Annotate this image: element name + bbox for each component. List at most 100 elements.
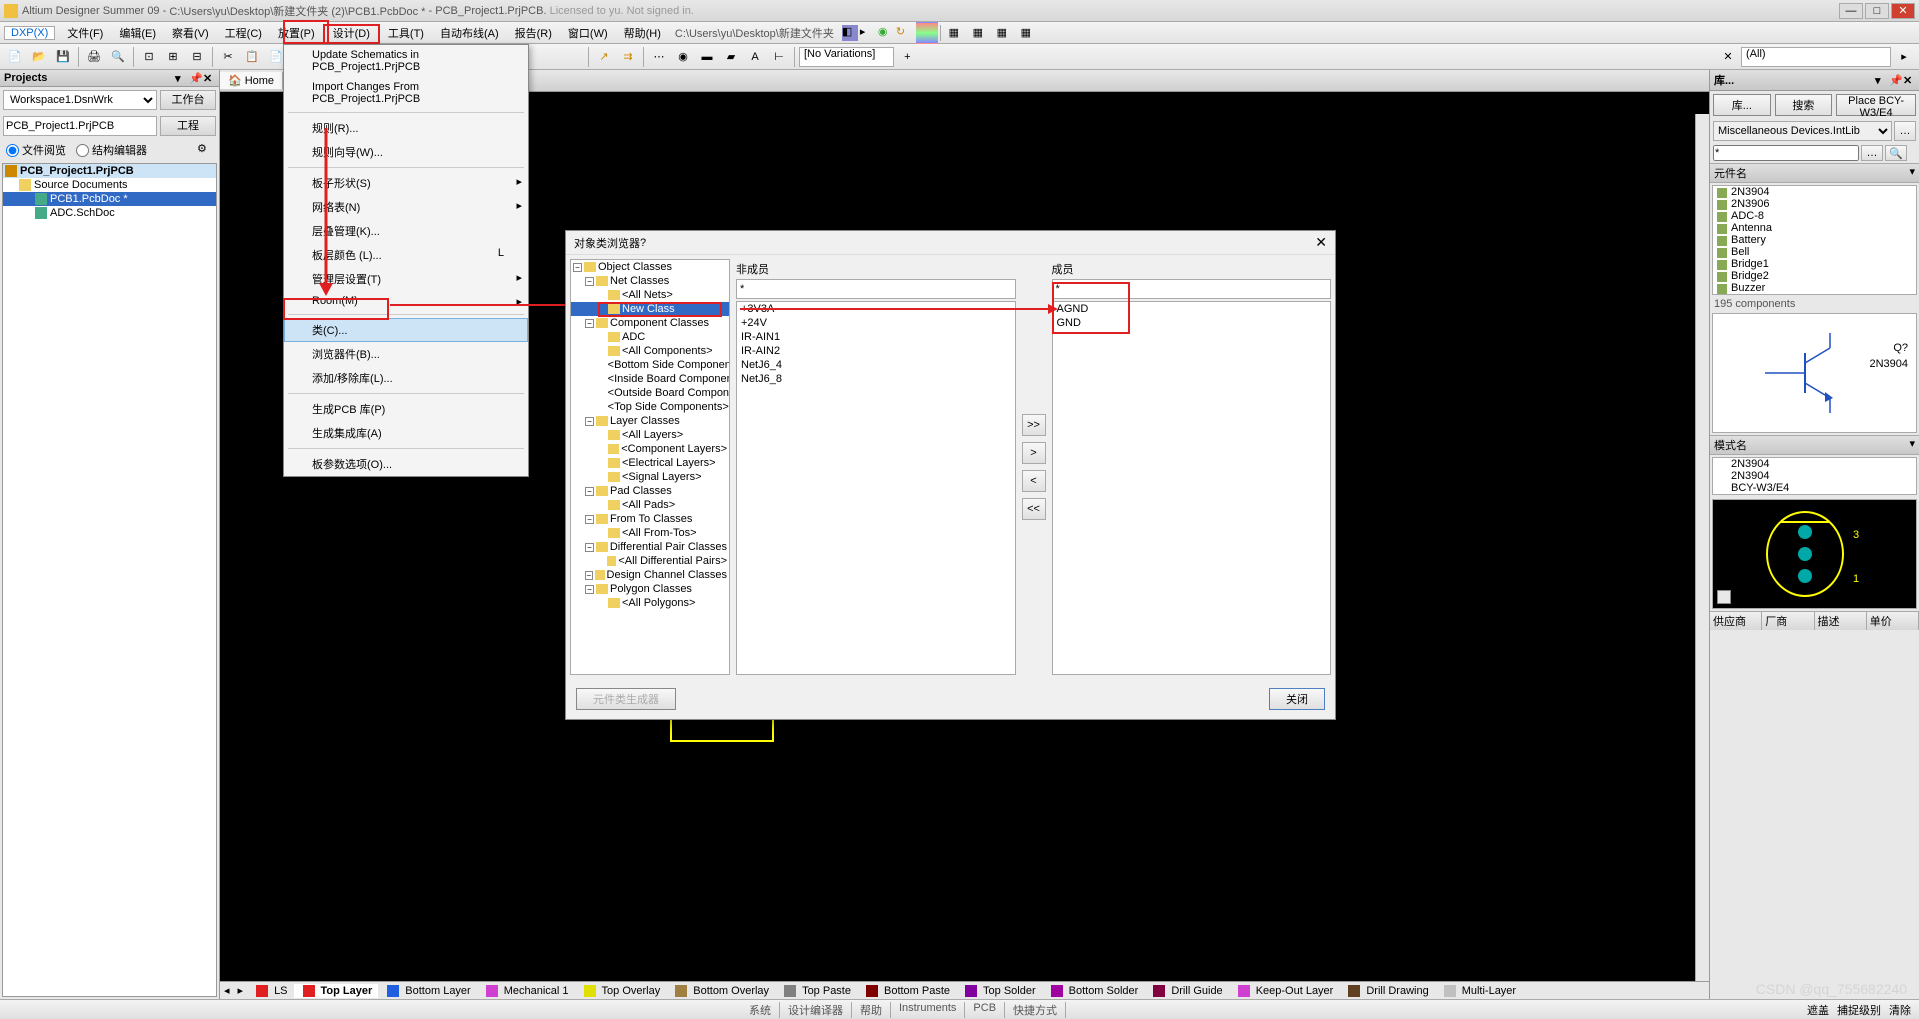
move-button[interactable]: < [1022, 470, 1046, 492]
list-item[interactable]: Buzzer [1713, 282, 1916, 294]
via-icon[interactable]: ◉ [672, 46, 694, 68]
tree-node[interactable]: −Polygon Classes [571, 582, 729, 596]
open-icon[interactable]: 📂 [28, 46, 50, 68]
tree-node[interactable]: −Component Classes [571, 316, 729, 330]
add-var-icon[interactable]: + [896, 46, 918, 68]
layer-tab[interactable]: LS [247, 984, 293, 998]
list-item[interactable]: 2N3904 [1713, 470, 1916, 482]
source-docs-folder[interactable]: Source Documents [34, 179, 128, 191]
design-menu-item[interactable]: 生成PCB 库(P) [284, 397, 528, 421]
list-item[interactable]: AGND [1053, 302, 1331, 316]
status-seg[interactable]: 系统 [741, 1002, 780, 1018]
tree-node[interactable]: +<Top Side Components> [571, 400, 729, 414]
menu-P[interactable]: 放置(P) [270, 26, 323, 42]
layer-tab[interactable]: Top Overlay [575, 984, 667, 998]
list-item[interactable]: Bridge2 [1713, 270, 1916, 282]
cut-icon[interactable]: ✂ [217, 46, 239, 68]
tree-node[interactable]: +<All Nets> [571, 288, 729, 302]
status-seg[interactable]: 快捷方式 [1005, 1002, 1066, 1018]
layer-tab[interactable]: Drill Drawing [1339, 984, 1434, 998]
dim-icon[interactable]: ⊢ [768, 46, 790, 68]
nonmembers-filter[interactable] [736, 279, 1016, 299]
list-item[interactable]: GND [1053, 316, 1331, 330]
layer-tab[interactable]: Bottom Overlay [666, 984, 775, 998]
lib-select[interactable]: Miscellaneous Devices.IntLib [1713, 121, 1892, 141]
status-seg[interactable]: 设计编译器 [780, 1002, 852, 1018]
menu-E[interactable]: 编辑(E) [111, 26, 164, 42]
list-item[interactable]: Bell [1713, 246, 1916, 258]
list-item[interactable]: 2N3904 [1713, 186, 1916, 198]
file-view-radio[interactable]: 文件阅览 [6, 142, 66, 158]
tree-node[interactable]: +ADC [571, 330, 729, 344]
gear-icon[interactable]: ⚙ [197, 142, 213, 158]
class-tree[interactable]: −Object Classes−Net Classes+<All Nets>+N… [570, 259, 730, 675]
layer-tab[interactable]: Bottom Solder [1042, 984, 1145, 998]
layer-tab[interactable]: Top Solder [956, 984, 1042, 998]
tree-node[interactable]: −From To Classes [571, 512, 729, 526]
pin2-icon[interactable]: 📌 [1889, 74, 1901, 86]
maximize-button[interactable]: □ [1865, 3, 1889, 19]
layer-tab[interactable]: Multi-Layer [1435, 984, 1522, 998]
list-item[interactable]: 2N3906 [1713, 198, 1916, 210]
list-item[interactable]: NetJ6_8 [737, 372, 1015, 386]
list-item[interactable]: BCY-W3/E4 [1713, 482, 1916, 494]
lib-button[interactable]: 库... [1713, 94, 1771, 116]
project-tree[interactable]: PCB_Project1.PrjPCB Source Documents PCB… [2, 163, 217, 997]
pcb-doc[interactable]: PCB1.PcbDoc * [50, 193, 128, 205]
tree-node[interactable]: +<All Polygons> [571, 596, 729, 610]
diff-pair-icon[interactable]: ⇉ [617, 46, 639, 68]
refresh-icon[interactable]: ↻ [896, 25, 912, 41]
price-col[interactable]: 单价 [1867, 612, 1919, 630]
variations-combo[interactable]: [No Variations] [799, 47, 894, 67]
menu-W[interactable]: 窗口(W) [560, 26, 616, 42]
poly-icon[interactable]: ▰ [720, 46, 742, 68]
pin2-icon[interactable]: 📌 [189, 72, 201, 84]
layer-tab[interactable]: Bottom Layer [378, 984, 476, 998]
menu-F[interactable]: 文件(F) [59, 26, 111, 42]
sup-col[interactable]: 供应商 [1710, 612, 1762, 630]
pin-icon[interactable]: ▾ [175, 72, 187, 84]
tree-node[interactable]: +<Component Layers> [571, 442, 729, 456]
home-tab[interactable]: 🏠Home [220, 72, 283, 89]
list-item[interactable]: Bridge1 [1713, 258, 1916, 270]
layer-tab[interactable]: Top Layer [294, 984, 379, 998]
zoom-sel-icon[interactable]: ⊟ [186, 46, 208, 68]
design-menu-item[interactable]: Update Schematics in PCB_Project1.PrjPCB [284, 45, 528, 77]
move-button[interactable]: > [1022, 442, 1046, 464]
place-button[interactable]: Place BCY-W3/E4 [1836, 94, 1916, 116]
tree-node[interactable]: +<Bottom Side Components> [571, 358, 729, 372]
menu-A[interactable]: 自动布线(A) [432, 26, 507, 42]
models-header[interactable]: 模式名▾ [1710, 435, 1919, 455]
menu-R[interactable]: 报告(R) [507, 26, 560, 42]
menu-D[interactable]: 设计(D) [323, 24, 380, 44]
palette-icon[interactable] [916, 22, 938, 44]
tree-node[interactable]: −Design Channel Classes [571, 568, 729, 582]
filter-combo[interactable]: (All) [1741, 47, 1891, 67]
route-icon[interactable]: ↗ [593, 46, 615, 68]
model-list[interactable]: 2N39042N3904BCY-W3/E4 [1712, 457, 1917, 495]
text-icon[interactable]: A [744, 46, 766, 68]
tree-node[interactable]: −Net Classes [571, 274, 729, 288]
menu-C[interactable]: 工程(C) [217, 26, 270, 42]
search-button[interactable]: 搜索 [1775, 94, 1833, 116]
status-link[interactable]: 捕捉级别 [1837, 1002, 1881, 1018]
design-menu-item[interactable]: Import Changes From PCB_Project1.PrjPCB [284, 77, 528, 109]
tree-node[interactable]: +<Inside Board Components> [571, 372, 729, 386]
close-dialog-button[interactable]: 关闭 [1269, 688, 1325, 710]
members-list[interactable]: AGNDGND [1052, 301, 1332, 675]
struct-edit-radio[interactable]: 结构编辑器 [76, 142, 147, 158]
preview-icon[interactable]: 🔍 [107, 46, 129, 68]
mfr-col[interactable]: 厂商 [1762, 612, 1814, 630]
3d-toggle-icon[interactable] [1717, 590, 1731, 604]
zoom-fit-icon[interactable]: ⊡ [138, 46, 160, 68]
filter-clear-icon[interactable]: ✕ [1717, 46, 1739, 68]
pin-icon[interactable]: ▾ [1875, 74, 1887, 86]
layer-tabs[interactable]: ◂▸LSTop LayerBottom LayerMechanical 1Top… [220, 981, 1709, 999]
layer-tab[interactable]: Drill Guide [1144, 984, 1228, 998]
generator-button[interactable]: 元件类生成器 [576, 688, 676, 710]
project-button[interactable]: 工程 [160, 116, 216, 136]
dxp-button[interactable]: DXP(X) [4, 26, 55, 40]
history-icon[interactable]: ◧ [842, 25, 858, 41]
layer-tab[interactable]: Keep-Out Layer [1229, 984, 1340, 998]
tree-node[interactable]: +<Electrical Layers> [571, 456, 729, 470]
